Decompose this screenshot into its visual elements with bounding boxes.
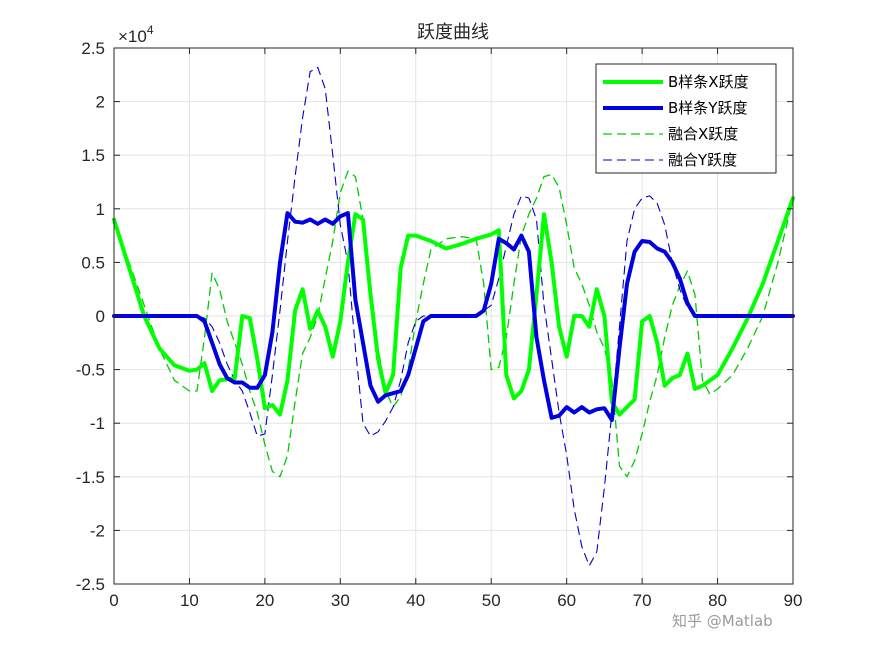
watermark: 知乎 @Matlab xyxy=(672,612,773,630)
grid-lines xyxy=(113,47,794,585)
legend-label-3: 融合X跃度 xyxy=(668,125,738,143)
y-exponent-power: 4 xyxy=(147,23,154,37)
y-exponent-base: ×10 xyxy=(118,27,147,46)
series-line-2 xyxy=(112,211,795,422)
y-tick-label: 0 xyxy=(96,307,105,326)
x-tick-label: 40 xyxy=(406,591,425,610)
series-line-3 xyxy=(113,170,794,478)
x-tick-label: 60 xyxy=(557,591,576,610)
legend-label-1: B样条X跃度 xyxy=(668,73,749,91)
y-tick-label: -2.5 xyxy=(76,575,105,594)
x-tick-label: 50 xyxy=(482,591,501,610)
axis-ticks xyxy=(113,47,794,585)
x-tick-label: 80 xyxy=(708,591,727,610)
y-tick-label: -0.5 xyxy=(76,361,105,380)
x-tick-label: 20 xyxy=(255,591,274,610)
chart-title: 跃度曲线 xyxy=(417,22,489,43)
y-tick-label: 2.5 xyxy=(81,39,105,58)
x-tick-label: 10 xyxy=(180,591,199,610)
legend-label-2: B样条Y跃度 xyxy=(668,99,747,117)
y-tick-label: 1.5 xyxy=(81,146,105,165)
x-tick-label: 30 xyxy=(331,591,350,610)
x-tick-label: 70 xyxy=(633,591,652,610)
y-tick-label: 0.5 xyxy=(81,253,105,272)
x-tick-label: 90 xyxy=(784,591,803,610)
legend-label-4: 融合Y跃度 xyxy=(668,151,737,169)
x-tick-label: 0 xyxy=(109,591,118,610)
axis-tick-labels: 0 10 20 30 40 50 60 70 80 90 -2.5 -2 -1.5 -1 -0.5 0 0.5 1… xyxy=(76,39,803,610)
series-layer xyxy=(112,66,795,567)
y-tick-label: 1 xyxy=(96,200,105,219)
y-exponent-label: ×104 xyxy=(118,23,154,46)
series-line-1 xyxy=(112,196,795,417)
y-tick-label: 2 xyxy=(96,93,105,112)
y-tick-label: -1.5 xyxy=(76,468,105,487)
y-tick-label: -2 xyxy=(90,521,105,540)
y-tick-label: -1 xyxy=(90,414,105,433)
